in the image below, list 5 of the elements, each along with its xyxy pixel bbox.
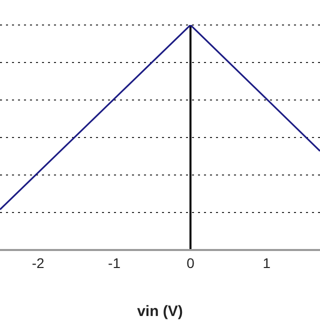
x-tick-label: -2	[32, 254, 45, 271]
x-tick-label: 1	[262, 254, 271, 271]
x-tick-label: -1	[108, 254, 121, 271]
x-tick-label: 0	[186, 254, 195, 271]
x-axis-title: vin (V)	[137, 303, 183, 320]
